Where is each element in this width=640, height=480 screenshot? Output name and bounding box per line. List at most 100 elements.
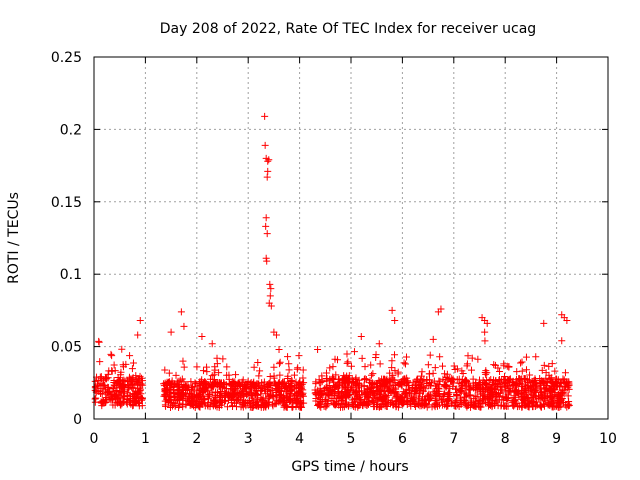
data-point — [464, 352, 472, 360]
data-point — [271, 400, 279, 408]
data-point — [457, 400, 465, 408]
data-point — [285, 366, 293, 374]
data-point — [136, 317, 144, 325]
data-point — [299, 366, 307, 374]
data-point — [128, 365, 136, 373]
data-point — [208, 389, 216, 397]
data-point — [333, 395, 341, 403]
x-tick-label: 2 — [192, 431, 201, 447]
data-point — [266, 373, 274, 381]
data-point — [322, 384, 330, 392]
data-point — [564, 392, 572, 400]
data-point — [507, 388, 515, 396]
data-point — [482, 386, 490, 394]
data-point — [339, 403, 347, 411]
data-point — [420, 375, 428, 383]
data-point — [367, 361, 375, 369]
data-point — [391, 317, 399, 325]
data-point — [490, 385, 498, 393]
data-point — [177, 308, 185, 316]
data-point — [261, 112, 269, 120]
x-tick-label: 1 — [141, 431, 150, 447]
data-point — [370, 403, 378, 411]
data-point — [115, 392, 123, 400]
data-point — [318, 378, 326, 386]
data-point — [266, 292, 274, 300]
data-point — [537, 402, 545, 410]
data-point — [126, 381, 134, 389]
data-point — [496, 367, 504, 375]
data-point — [486, 395, 494, 403]
data-point — [436, 353, 444, 361]
data-point — [495, 376, 503, 384]
data-point — [445, 389, 453, 397]
data-point — [117, 368, 125, 376]
data-point — [556, 391, 564, 399]
data-point — [463, 362, 471, 370]
data-point — [284, 375, 292, 383]
data-point — [442, 382, 450, 390]
data-point — [244, 378, 252, 386]
data-point — [180, 363, 188, 371]
data-point — [386, 369, 394, 377]
data-point — [102, 386, 110, 394]
data-point — [175, 396, 183, 404]
data-point — [467, 399, 475, 407]
data-point — [285, 360, 293, 368]
x-tick-label: 4 — [295, 431, 304, 447]
data-point — [399, 400, 407, 408]
data-point — [168, 379, 176, 387]
data-point — [357, 332, 365, 340]
data-point — [459, 370, 467, 378]
data-point — [137, 390, 145, 398]
data-point — [545, 362, 553, 370]
data-point — [107, 350, 115, 358]
data-point — [352, 394, 360, 402]
data-point — [450, 379, 458, 387]
data-point — [518, 367, 526, 375]
data-point — [167, 328, 175, 336]
data-point — [204, 402, 212, 410]
data-point — [179, 357, 187, 365]
data-point — [248, 391, 256, 399]
data-point — [169, 386, 177, 394]
data-point — [433, 402, 441, 410]
data-point — [323, 375, 331, 383]
data-point — [279, 393, 287, 401]
data-point — [414, 375, 422, 383]
data-point — [451, 366, 459, 374]
data-point — [485, 381, 493, 389]
data-point — [217, 379, 225, 387]
data-point — [445, 395, 453, 403]
data-point — [418, 377, 426, 385]
data-point — [161, 392, 169, 400]
data-point — [494, 380, 502, 388]
data-point — [187, 378, 195, 386]
data-point — [457, 387, 465, 395]
data-point — [471, 402, 479, 410]
y-axis-label: ROTI / TECUs — [6, 192, 22, 284]
data-point — [522, 353, 530, 361]
data-point — [130, 391, 138, 399]
data-point — [201, 396, 209, 404]
data-point — [215, 369, 223, 377]
data-point — [518, 393, 526, 401]
data-point — [280, 402, 288, 410]
data-point — [388, 306, 396, 314]
x-tick-label: 3 — [244, 431, 253, 447]
data-point — [170, 399, 178, 407]
data-point — [276, 371, 284, 379]
data-point — [386, 386, 394, 394]
data-point — [469, 375, 477, 383]
data-point — [350, 348, 358, 356]
data-point — [551, 367, 559, 375]
data-point — [325, 392, 333, 400]
data-point — [393, 390, 401, 398]
data-point — [485, 394, 493, 402]
data-point — [123, 392, 131, 400]
data-point — [175, 403, 183, 411]
data-point — [258, 387, 266, 395]
data-point — [536, 401, 544, 409]
data-point — [446, 385, 454, 393]
